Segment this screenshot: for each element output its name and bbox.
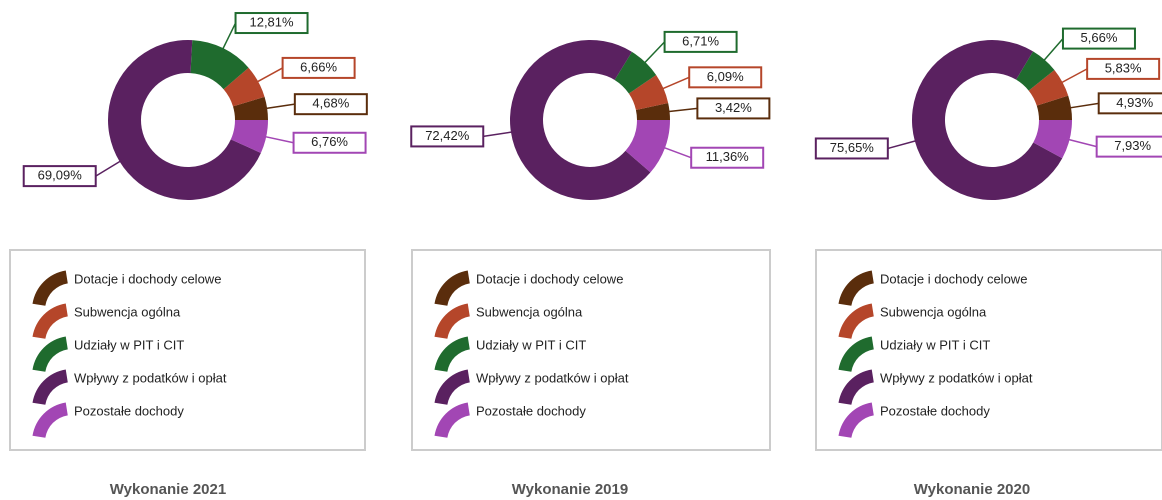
label-box bbox=[1086, 57, 1161, 80]
legend-swatch bbox=[838, 402, 874, 438]
chart-title: Wykonanie 2021 bbox=[110, 481, 226, 498]
slice bbox=[190, 40, 249, 90]
legend-swatch bbox=[434, 369, 470, 405]
legend-label: Wpływy z podatków i opłat bbox=[880, 370, 1033, 385]
data-label: 3,42% bbox=[715, 100, 752, 115]
legend-label: Udziały w PIT i CIT bbox=[880, 337, 990, 352]
label-box bbox=[696, 97, 771, 120]
data-label: 75,65% bbox=[830, 140, 875, 155]
data-label: 5,66% bbox=[1081, 30, 1118, 45]
legend-label: Dotacje i dochody celowe bbox=[74, 271, 221, 286]
leader-line bbox=[641, 41, 666, 67]
label-box bbox=[234, 12, 309, 35]
legend-swatch bbox=[838, 270, 874, 306]
pie-chart: 4,93% 5,83% 5,66% 75,65% 7,93% Dotacje i doch… bbox=[814, 27, 1162, 498]
legend-swatch bbox=[434, 336, 470, 372]
slice bbox=[614, 51, 657, 94]
data-label: 6,09% bbox=[707, 69, 744, 84]
data-label: 12,81% bbox=[249, 14, 294, 29]
label-box bbox=[1061, 27, 1136, 50]
legend-label: Wpływy z podatków i opłat bbox=[476, 370, 629, 385]
data-label: 6,66% bbox=[300, 59, 337, 74]
slice bbox=[1016, 51, 1055, 91]
slice bbox=[628, 74, 669, 110]
slice bbox=[108, 40, 261, 201]
legend-label: Subwencja ogólna bbox=[476, 304, 583, 319]
leader-line bbox=[262, 103, 295, 110]
label-box bbox=[690, 146, 765, 169]
slice bbox=[510, 40, 651, 201]
chart-title: Wykonanie 2020 bbox=[914, 481, 1030, 498]
leader-line bbox=[660, 145, 692, 159]
label-box bbox=[688, 66, 763, 89]
legend-label: Subwencja ogólna bbox=[880, 304, 987, 319]
legend-label: Udziały w PIT i CIT bbox=[74, 337, 184, 352]
legend-label: Pozostałe dochody bbox=[880, 403, 990, 418]
leader-line bbox=[1064, 137, 1097, 148]
leader-line bbox=[1065, 102, 1099, 110]
slice bbox=[1033, 120, 1072, 159]
legend-swatch bbox=[32, 369, 68, 405]
slice bbox=[1036, 95, 1072, 120]
legend-swatch bbox=[434, 303, 470, 339]
pie-chart: 3,42% 6,09% 6,71% 72,42% 11,36% Dotacje i doc… bbox=[410, 30, 771, 498]
slice bbox=[1028, 69, 1069, 106]
legend-box bbox=[9, 249, 366, 451]
legend-swatch bbox=[434, 270, 470, 306]
data-label: 69,09% bbox=[38, 168, 83, 183]
legend-label: Pozostałe dochody bbox=[476, 403, 586, 418]
legend-box bbox=[411, 249, 771, 451]
legend-swatch bbox=[32, 303, 68, 339]
label-box bbox=[1097, 92, 1162, 115]
leader-line bbox=[253, 67, 283, 85]
data-label: 72,42% bbox=[425, 128, 470, 143]
leader-line bbox=[887, 139, 920, 150]
slice bbox=[230, 120, 268, 153]
label-box bbox=[22, 165, 97, 188]
pie-chart: 4,68% 6,66% 12,81% 69,09% 6,76% Dotacje i doc… bbox=[9, 12, 368, 498]
data-label: 6,76% bbox=[311, 134, 348, 149]
label-box bbox=[293, 93, 368, 116]
legend-swatch bbox=[32, 336, 68, 372]
label-box bbox=[663, 30, 738, 53]
slice bbox=[635, 102, 670, 120]
data-label: 11,36% bbox=[706, 149, 750, 164]
chart-title: Wykonanie 2019 bbox=[512, 481, 628, 498]
legend-label: Wpływy z podatków i opłat bbox=[74, 370, 227, 385]
leader-line bbox=[658, 76, 690, 92]
legend-swatch bbox=[838, 336, 874, 372]
legend-swatch bbox=[32, 402, 68, 438]
data-label: 6,71% bbox=[682, 33, 719, 48]
data-label: 4,93% bbox=[1116, 95, 1153, 110]
legend-label: Dotacje i dochody celowe bbox=[880, 271, 1027, 286]
label-box bbox=[410, 125, 485, 148]
slice bbox=[625, 120, 670, 173]
slice bbox=[232, 96, 268, 120]
label-box bbox=[1095, 135, 1162, 158]
legend-label: Pozostałe dochody bbox=[74, 403, 184, 418]
legend-swatch bbox=[32, 270, 68, 306]
legend-swatch bbox=[838, 303, 874, 339]
legend-label: Udziały w PIT i CIT bbox=[476, 337, 586, 352]
legend-label: Subwencja ogólna bbox=[74, 304, 181, 319]
label-box bbox=[814, 137, 889, 160]
leader-line bbox=[1040, 38, 1064, 64]
label-box bbox=[281, 56, 356, 79]
leader-line bbox=[483, 130, 516, 138]
leader-line bbox=[1057, 68, 1088, 86]
data-label: 5,83% bbox=[1105, 60, 1142, 75]
data-label: 7,93% bbox=[1114, 138, 1151, 153]
legend-swatch bbox=[838, 369, 874, 405]
leader-line bbox=[261, 135, 294, 144]
leader-line bbox=[220, 22, 237, 53]
slice bbox=[223, 67, 265, 107]
slice bbox=[912, 39, 1063, 200]
legend-swatch bbox=[434, 402, 470, 438]
leader-line bbox=[95, 158, 125, 177]
label-box bbox=[292, 131, 367, 154]
leader-line bbox=[664, 107, 698, 113]
data-label: 4,68% bbox=[312, 96, 349, 111]
legend-label: Dotacje i dochody celowe bbox=[476, 271, 623, 286]
